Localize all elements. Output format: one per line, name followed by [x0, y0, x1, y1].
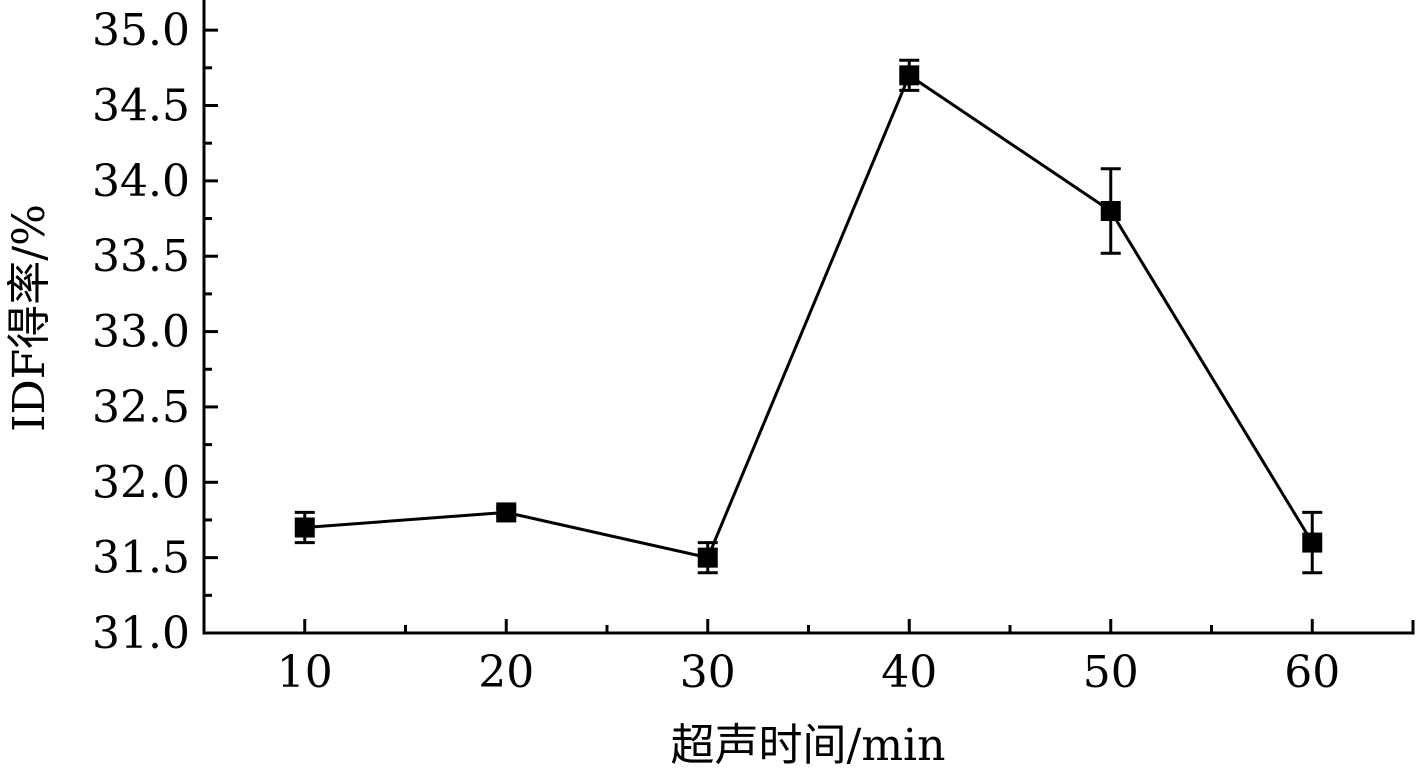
x-axis-title: 超声时间/min [671, 720, 946, 770]
ticks [202, 28, 1415, 635]
y-tick-label: 33.0 [92, 307, 190, 358]
y-tick-label: 32.5 [92, 382, 190, 433]
tick-labels: 31.0 31.5 32.0 32.5 33.0 33.5 34.0 34.5 35.0 10 20… [92, 5, 1340, 698]
y-tick-label: 32.0 [92, 457, 190, 508]
y-tick-label: 33.5 [92, 231, 190, 282]
data-point-marker [294, 517, 315, 538]
y-tick-label: 34.0 [92, 156, 190, 207]
data-point-marker [1100, 201, 1121, 221]
data-point-marker [697, 547, 718, 568]
data-point-marker [496, 502, 517, 523]
x-tick-label: 60 [1284, 647, 1340, 698]
y-tick-label: 35.0 [92, 5, 190, 56]
x-tick-label: 10 [277, 647, 333, 698]
x-tick-label: 40 [881, 647, 937, 698]
data-series [294, 58, 1323, 575]
series-line [304, 73, 1314, 560]
y-tick-label: 31.0 [92, 608, 190, 659]
y-tick-label: 31.5 [92, 533, 190, 584]
data-point-marker [1302, 532, 1323, 553]
x-tick-label: 20 [478, 647, 534, 698]
y-tick-label: 34.5 [92, 81, 190, 132]
x-tick-label: 30 [680, 647, 736, 698]
data-point-marker [899, 65, 920, 86]
y-axis-title: IDF得率/% [4, 204, 55, 432]
x-tick-label: 50 [1083, 647, 1139, 698]
